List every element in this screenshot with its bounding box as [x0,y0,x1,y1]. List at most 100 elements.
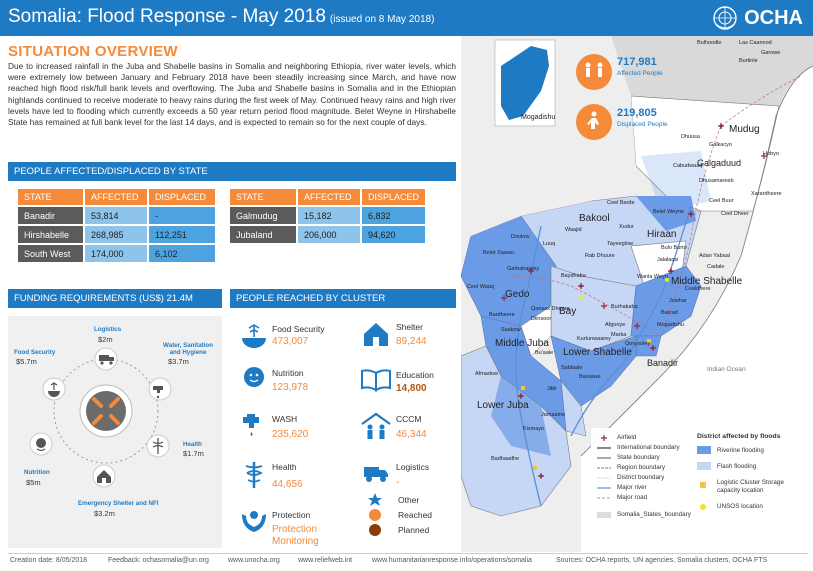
district-label: Jalalaqsi [657,257,679,263]
footer-link-reliefweb[interactable]: www.reliefweb.int [298,557,353,564]
state-table-right: STATE AFFECTED DISPLACED Galmudug 15,182… [228,187,427,245]
region-galgaduud-label: Galgaduud [697,158,742,168]
table-row: Banadir 53,814 - [18,207,215,224]
region-bay-label: Bay [559,306,577,317]
state-name: Jubaland [230,226,296,243]
legend-region-boundary: Region boundary [617,464,665,471]
nutrition-icon [244,367,264,387]
star-icon [368,493,382,506]
district-label: Adan Yabaal [699,253,730,259]
header-bar: Somalia: Flood Response - May 2018 (issue… [0,0,813,36]
footer-divider [8,553,808,554]
district-label: Bu'aale [535,350,554,356]
district-label: Belet Weyne [653,209,685,215]
district-label: Marka [611,332,627,338]
cluster-protection-label: Protection [272,510,311,520]
legend-state-boundary: State boundary [617,454,660,461]
ocha-logo: OCHA [712,5,803,31]
col-header-affected: AFFECTED [298,189,360,205]
legend-airfield: Airfield [617,434,637,441]
cluster-cccm-value: 46,344 [396,429,427,440]
page-title: Somalia: Flood Response - May 2018 (issue… [8,6,434,28]
cluster-nutrition-label: Nutrition [272,368,304,378]
district-label: Bulhoodle [697,40,722,46]
legend-intl-boundary: International boundary [617,444,680,451]
district-label: Sablaale [561,365,583,371]
people-affected-header: PEOPLE AFFECTED/DISPLACED BY STATE [8,162,456,181]
shelter-icon [92,464,116,488]
district-label: Belet Xaawo [483,250,514,256]
footer-feedback[interactable]: Feedback: ochasomalia@un.org [108,557,209,564]
funding-health-value: $1.7m [183,449,204,458]
col-header-state: STATE [230,189,296,205]
col-header-displaced: DISPLACED [362,189,426,205]
somalia-flood-map: 717,981 Affected People 219,805 Displace… [460,36,813,552]
water-tap-icon [243,414,259,436]
region-lower-shabelle-label: Lower Shabelle [563,347,632,358]
district-label: Hobyo [763,151,779,157]
district-label: Ceeldhere [685,286,711,292]
legend-district-boundary: District boundary [617,474,665,481]
district-label: Jamaame [541,412,566,418]
state-name: Hirshabelle [18,226,83,243]
district-label: Kurtunwaarey [577,336,611,342]
district-label: Qansax Dheere [531,306,570,312]
un-emblem-icon [713,6,737,30]
table-header-row: STATE AFFECTED DISPLACED [18,189,215,205]
district-label: Qoryooley [625,341,651,347]
state-name: Banadir [18,207,83,224]
legend-reached-label: Reached [398,510,433,520]
cluster-logistics-label: Logistics [396,462,430,472]
legend-riverine: Riverine flooding [717,447,764,454]
funding-food-label: Food Security [14,349,56,356]
legend-planned-dot [369,524,381,536]
district-label: Burhakaba [611,304,638,310]
funding-shelter-value: $3.2m [94,509,115,518]
region-mudug-label: Mudug [729,124,760,135]
district-label: Badhaadhe [491,456,520,462]
district-label: Burtinle [739,58,758,64]
state-table-left: STATE AFFECTED DISPLACED Banadir 53,814 … [16,187,217,264]
affected-value: 53,814 [85,207,147,224]
footer-link-unocha[interactable]: www.unocha.org [228,557,280,564]
nutrition-icon [29,432,53,456]
district-label: Bardheere [489,312,515,318]
district-label: Las Caanood [739,40,772,46]
legend-planned-label: Planned [398,525,430,535]
funding-health-label: Health [183,441,202,448]
education-book-icon [361,369,391,392]
affected-value: 174,000 [85,245,147,262]
district-label: Jilib [547,386,557,392]
cluster-protection-value: Protection Monitoring [272,524,319,547]
cluster-food-value: 473,007 [272,336,309,347]
title-text: Somalia: Flood Response - May 2018 [8,6,326,27]
legend-reached-dot [369,509,381,521]
district-label: Galkacyo [709,142,732,148]
region-middle-juba-label: Middle Juba [495,338,549,349]
district-label: Rab Dhuure [585,253,615,259]
region-banadir-label: Banadir [647,358,679,368]
district-label: Ceel Waaq [467,284,495,290]
district-label: Jowhar [669,298,687,304]
region-middle-shabelle-label: Middle Shabelle [671,276,743,287]
cluster-wash-label: WASH [272,414,298,424]
district-label: Afmadow [475,371,498,377]
protection-hands-icon [242,511,266,532]
cluster-wash-value: 235,620 [272,429,309,440]
funding-nutrition-label: Nutrition [24,469,50,476]
district-label: Ceel Barde [607,200,635,206]
logistics-icon [94,347,118,371]
footer-link-humanitarianresponse[interactable]: www.humanitarianresponse.info/operations… [372,557,532,564]
funding-nutrition-value: $5m [26,478,41,487]
funding-wash-label: Water, Sanitation and Hygiene [163,342,213,356]
funding-logistics-label: Logistics [94,326,122,333]
district-label: Cabudwaaq [673,163,703,169]
displaced-value: 112,251 [149,226,215,243]
legend-flash: Flash flooding [717,463,757,470]
food-security-icon [42,377,66,401]
overview-title: SITUATION OVERVIEW [8,43,178,60]
displaced-value: 6,102 [149,245,215,262]
district-label: Ceel Dheer [721,211,749,217]
affected-value: 15,182 [298,207,360,224]
